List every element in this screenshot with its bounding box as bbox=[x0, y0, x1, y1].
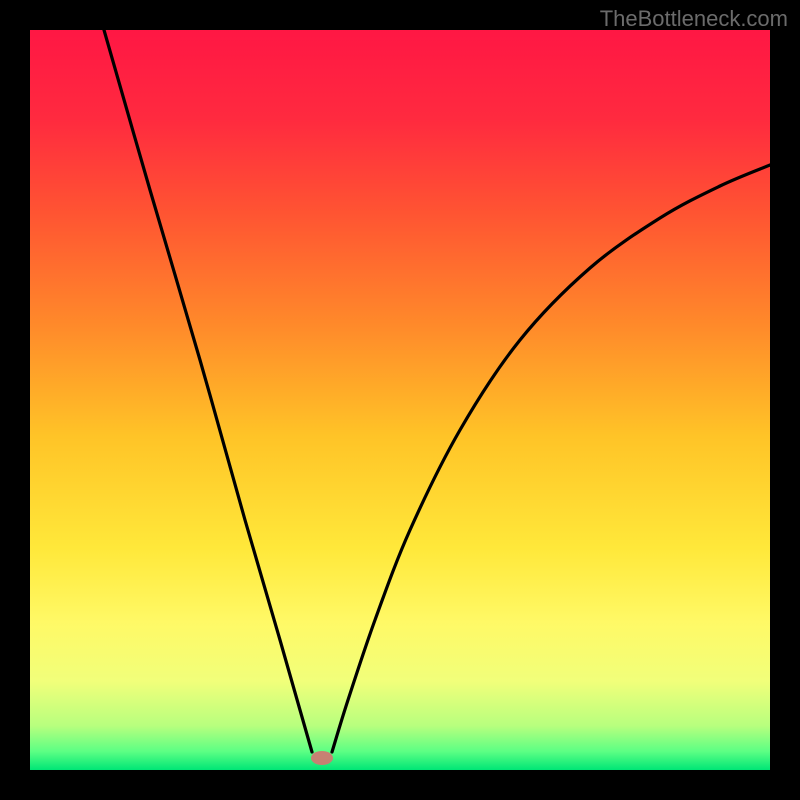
chart-frame: TheBottleneck.com bbox=[0, 0, 800, 800]
bottleneck-chart bbox=[0, 0, 800, 800]
watermark-text: TheBottleneck.com bbox=[600, 6, 788, 32]
gradient-background bbox=[30, 30, 770, 770]
minimum-marker bbox=[311, 751, 333, 765]
